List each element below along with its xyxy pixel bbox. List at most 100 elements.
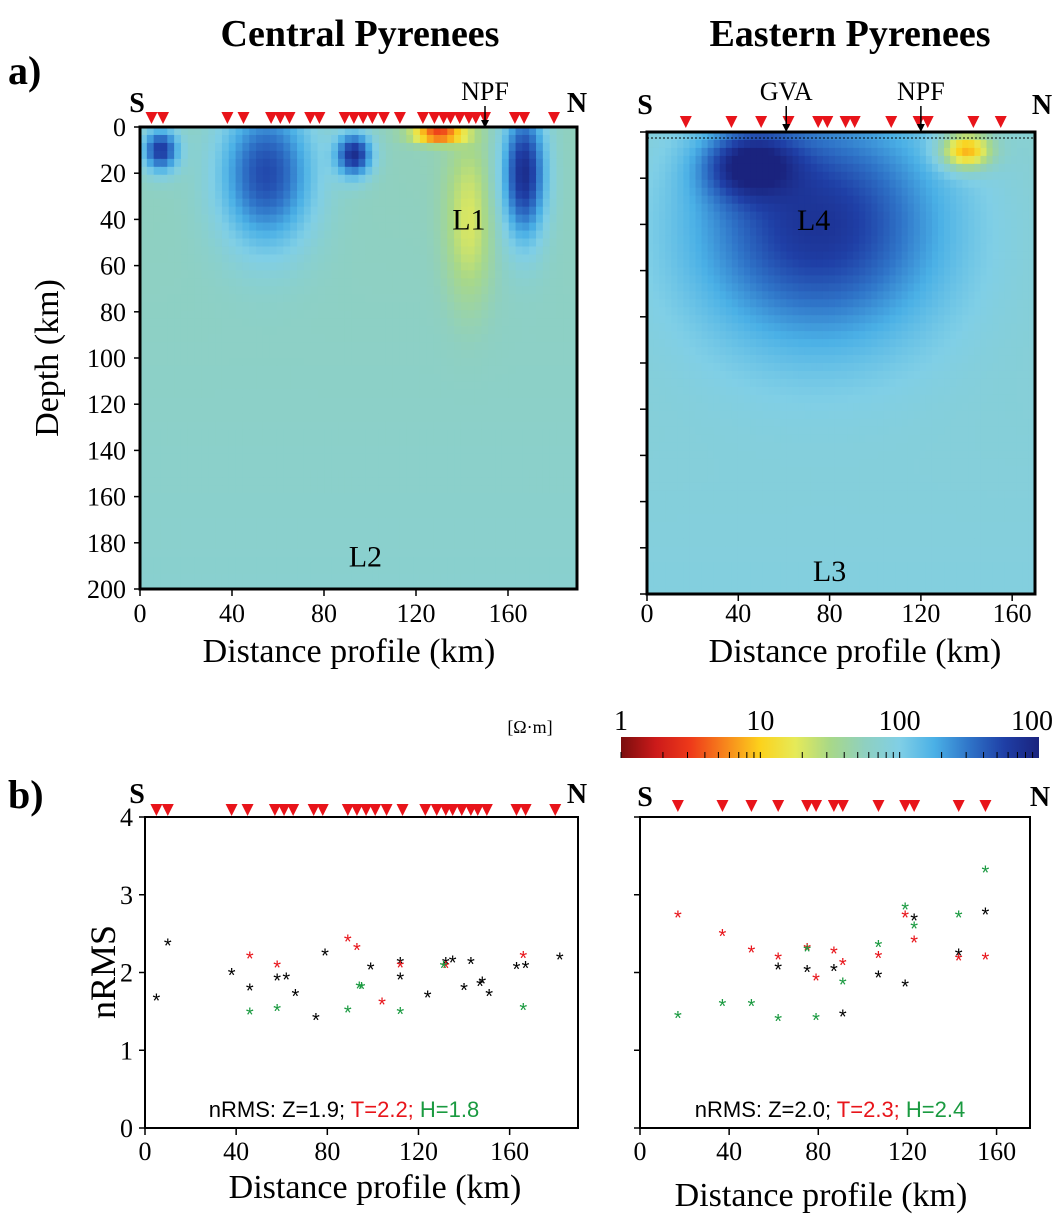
resistivity-cell [798, 219, 806, 229]
resistivity-cell [201, 453, 209, 463]
resistivity-cell [351, 182, 360, 192]
resistivity-cell [160, 581, 168, 590]
resistivity-cell [331, 310, 339, 319]
resistivity-cell [153, 166, 162, 176]
resistivity-cell [351, 334, 360, 343]
resistivity-cell [256, 549, 264, 558]
resistivity-cell [774, 147, 781, 157]
resistivity-cell [647, 147, 654, 157]
resistivity-cell [256, 294, 264, 303]
resistivity-cell [986, 139, 994, 149]
resistivity-cell [440, 174, 448, 184]
resistivity-cell [344, 174, 353, 184]
resistivity-cell [303, 429, 312, 439]
resistivity-cell [256, 134, 264, 144]
resistivity-cell [269, 174, 278, 184]
resistivity-cell [331, 389, 339, 399]
resistivity-cell [419, 389, 428, 399]
resistivity-cell [488, 190, 496, 200]
resistivity-cell [488, 198, 496, 208]
resistivity-cell [556, 429, 564, 439]
resistivity-cell [786, 219, 794, 229]
resistivity-cell [208, 166, 216, 176]
resistivity-cell [290, 517, 298, 526]
resistivity-cell [419, 342, 428, 351]
resistivity-cell [331, 573, 339, 582]
resistivity-cell [495, 310, 503, 319]
resistivity-cell [276, 134, 284, 144]
resistivity-cell [283, 565, 291, 574]
resistivity-cell [536, 310, 544, 319]
resistivity-cell [167, 206, 175, 216]
resistivity-cell [798, 227, 806, 237]
resistivity-cell [317, 206, 325, 216]
resistivity-cell [454, 469, 462, 479]
resistivity-cell [549, 270, 558, 279]
resistivity-cell [488, 373, 496, 383]
resistivity-cell [810, 195, 818, 205]
resistivity-cell [467, 238, 476, 248]
resistivity-cell [529, 214, 537, 224]
resistivity-cell [187, 381, 196, 391]
resistivity-cell [488, 350, 496, 359]
resistivity-cell [433, 445, 442, 455]
resistivity-cell [167, 150, 175, 160]
resistivity-cell [419, 310, 428, 319]
resistivity-cell [542, 318, 551, 327]
resistivity-cell [563, 222, 571, 232]
resistivity-cell [426, 469, 435, 479]
resistivity-cell [495, 549, 503, 558]
resistivity-cell [901, 211, 909, 221]
resistivity-cell [242, 453, 250, 463]
resistivity-cell [297, 389, 305, 399]
resistivity-cell [865, 235, 872, 245]
resistivity-cell [140, 262, 148, 271]
resistivity-cell [950, 139, 957, 149]
resistivity-cell [804, 275, 812, 284]
resistivity-cell [174, 158, 182, 168]
resistivity-cell [378, 294, 387, 303]
resistivity-cell [501, 437, 510, 447]
resistivity-cell [944, 259, 951, 269]
resistivity-cell [392, 358, 401, 367]
resistivity-cell [725, 227, 733, 237]
resistivity-cell [297, 581, 305, 590]
resistivity-cell [358, 278, 366, 287]
resistivity-cell [406, 453, 414, 463]
resistivity-cell [877, 171, 885, 181]
resistivity-cell [146, 198, 155, 208]
resistivity-cell [515, 142, 523, 152]
resistivity-cell [262, 429, 271, 439]
resistivity-cell [338, 182, 346, 192]
resistivity-cell [221, 286, 230, 295]
y-tick-label: 40 [100, 205, 126, 234]
resistivity-cell [659, 251, 666, 261]
resistivity-cell [146, 501, 155, 510]
resistivity-cell [338, 501, 346, 510]
resistivity-cell [847, 139, 854, 149]
resistivity-cell [460, 397, 469, 407]
resistivity-cell [249, 254, 257, 264]
resistivity-cell [816, 243, 824, 253]
resistivity-cell [780, 211, 788, 221]
resistivity-cell [276, 413, 284, 423]
resistivity-cell [310, 445, 319, 455]
resistivity-cell [454, 557, 462, 566]
resistivity-cell [883, 267, 891, 276]
resistivity-cell [556, 127, 564, 136]
resistivity-cell [256, 405, 264, 415]
resistivity-cell [378, 373, 387, 383]
resistivity-cell [980, 132, 988, 141]
resistivity-cell [529, 533, 537, 542]
resistivity-cell [140, 310, 148, 319]
resistivity-cell [338, 445, 346, 455]
resistivity-cell [931, 171, 939, 181]
resistivity-cell [536, 166, 544, 176]
resistivity-cell [529, 453, 537, 463]
resistivity-cell [433, 485, 442, 495]
resistivity-cell [167, 573, 175, 582]
resistivity-cell [324, 429, 332, 439]
resistivity-cell [358, 262, 366, 271]
resistivity-cell [986, 267, 994, 276]
resistivity-cell [324, 190, 332, 200]
